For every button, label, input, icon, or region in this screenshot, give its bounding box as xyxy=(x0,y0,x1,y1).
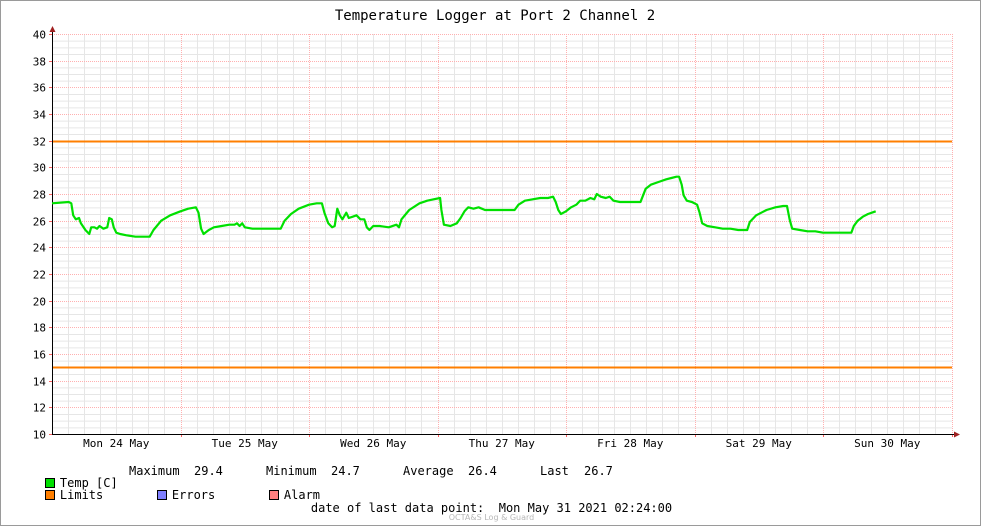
chart-title: Temperature Logger at Port 2 Channel 2 xyxy=(335,8,655,24)
watermark: OCTA&S Log & Guard xyxy=(448,513,535,522)
average-value: 26.4 xyxy=(468,464,497,478)
last-data-point-label: date of last data point: xyxy=(310,501,485,515)
errors-swatch xyxy=(156,490,167,500)
y-tick-label: 18 xyxy=(33,322,46,335)
y-tick-label: 40 xyxy=(33,29,46,42)
legend-row-alarm: Alarm xyxy=(240,477,320,513)
maximum-label: Maximum xyxy=(129,464,180,478)
y-tick-label: 38 xyxy=(33,56,46,69)
legend-row-temp: Temp [C] xyxy=(16,465,118,501)
maximum-value: 29.4 xyxy=(194,464,223,478)
y-tick-label: 20 xyxy=(33,296,46,309)
y-tick-label: 34 xyxy=(33,109,47,122)
temp-swatch xyxy=(44,478,55,488)
x-tick-label: Thu 27 May xyxy=(469,437,536,450)
limits-swatch xyxy=(44,490,55,500)
legend-limits-label: Limits xyxy=(59,488,104,502)
last-value: 26.7 xyxy=(584,464,613,478)
y-tick-label: 12 xyxy=(33,402,46,415)
y-tick-label: 28 xyxy=(33,189,46,202)
alarm-swatch xyxy=(268,490,279,500)
legend-temp-label: Temp [C] xyxy=(59,476,118,490)
last-label: Last xyxy=(540,464,569,478)
y-tick-label: 32 xyxy=(33,136,46,149)
x-tick-label: Mon 24 May xyxy=(83,437,150,450)
minimum-label: Minimum xyxy=(266,464,317,478)
x-tick-label: Sun 30 May xyxy=(854,437,921,450)
temp-series-line xyxy=(51,175,877,238)
y-tick-label: 26 xyxy=(33,216,46,229)
y-tick-label: 36 xyxy=(33,82,46,95)
y-axis-arrow xyxy=(49,26,56,32)
y-tick-label: 22 xyxy=(33,269,46,282)
average-label: Average xyxy=(403,464,454,478)
last-data-point-value: Mon May 31 2021 02:24:00 xyxy=(498,501,673,515)
legend-alarm-label: Alarm xyxy=(283,488,321,502)
legend-row-limits: Limits xyxy=(16,477,103,513)
x-axis-arrow xyxy=(954,431,960,438)
legend-row-errors: Errors xyxy=(128,477,215,513)
x-tick-label: Tue 25 May xyxy=(212,437,279,450)
legend-errors-label: Errors xyxy=(171,488,216,502)
y-tick-label: 14 xyxy=(33,376,47,389)
x-tick-label: Fri 28 May xyxy=(597,437,664,450)
y-tick-label: 16 xyxy=(33,349,46,362)
last-data-point-date: date of last data point: Mon May 31 2021… xyxy=(1,501,981,515)
y-tick-label: 30 xyxy=(33,162,46,175)
minimum-value: 24.7 xyxy=(331,464,360,478)
x-tick-label: Sat 29 May xyxy=(726,437,793,450)
x-tick-label: Wed 26 May xyxy=(340,437,407,450)
y-tick-label: 10 xyxy=(33,429,46,442)
y-tick-label: 24 xyxy=(33,242,47,255)
